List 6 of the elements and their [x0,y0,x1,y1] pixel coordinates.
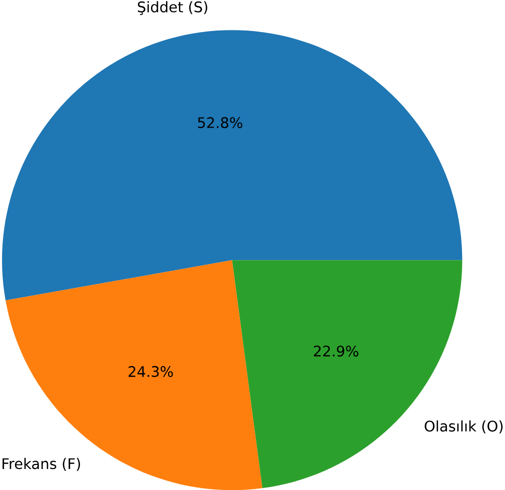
data-label: 24.3% [128,366,173,377]
data-label: 22.9% [314,346,358,357]
slice-label: Frekans (F) [2,458,80,471]
slice-label: Şiddet (S) [138,1,208,15]
data-label: 52.8% [198,117,242,128]
slice-label: Olasılık (O) [424,420,503,434]
